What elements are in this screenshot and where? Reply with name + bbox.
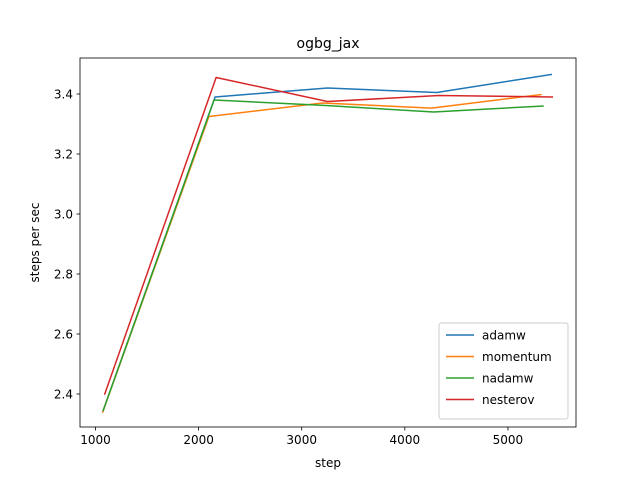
y-tick-label: 2.6 — [54, 328, 73, 342]
series-line-nesterov — [103, 76, 554, 395]
x-tick-label: 4000 — [390, 433, 421, 447]
x-tick-label: 3000 — [286, 433, 317, 447]
series-line-nadamw — [102, 99, 544, 412]
plot-frame — [79, 57, 577, 428]
x-axis-label: step — [315, 456, 341, 470]
legend-box — [438, 322, 569, 420]
axes-layer: 1000 2000 3000 4000 5000 2.4 2.6 2.8 3.0 3.2 3.4 — [54, 57, 577, 447]
x-tick-label: 2000 — [183, 433, 214, 447]
y-tick-label: 3.4 — [54, 88, 73, 102]
x-tick-label: 1000 — [80, 433, 111, 447]
legend-label-nesterov: nesterov — [482, 393, 534, 407]
legend-label-adamw: adamw — [482, 329, 526, 343]
y-tick-label: 3.0 — [54, 208, 73, 222]
legend-label-momentum: momentum — [482, 350, 552, 364]
legend-label-nadamw: nadamw — [482, 372, 534, 386]
series-layer — [101, 73, 554, 413]
y-tick-label: 2.8 — [54, 268, 73, 282]
y-tick-label: 3.2 — [54, 148, 73, 162]
y-axis-label: steps per sec — [28, 202, 42, 282]
x-tick-label: 5000 — [493, 433, 524, 447]
chart-title: ogbg_jax — [297, 36, 360, 52]
legend: adamw momentum nadamw nesterov — [438, 322, 569, 420]
y-tick-label: 2.4 — [54, 388, 73, 402]
